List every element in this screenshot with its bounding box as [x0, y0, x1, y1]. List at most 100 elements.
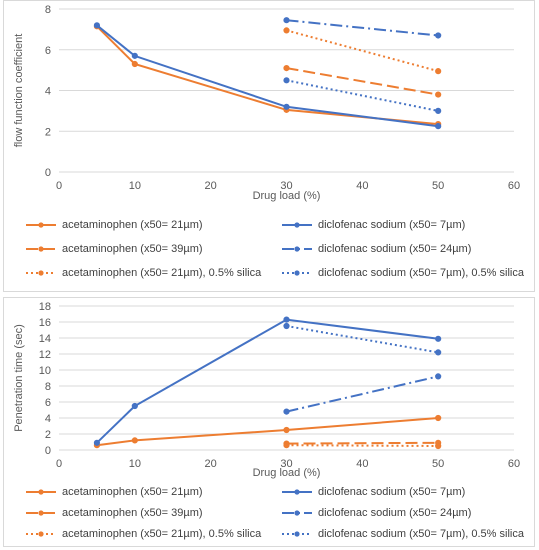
c0-data-point-3 [283, 17, 290, 24]
penetration-time-legend: acetaminophen (x50= 21µm) diclofenac sodi… [4, 481, 536, 547]
c0-x-tick-label: 40 [356, 180, 368, 192]
c0-data-point-4 [283, 27, 290, 34]
c0-legend-item: acetaminophen (x50= 21µm) [26, 219, 203, 231]
c0-legend-label: acetaminophen (x50= 21µm), 0.5% silica [62, 267, 262, 279]
c1-data-point-1 [131, 402, 138, 410]
c0-y-tick-label: 6 [45, 45, 51, 57]
c0-data-point-0 [131, 60, 138, 68]
c1-x-axis-label: Drug load (%) [253, 467, 321, 479]
c1-x-tick-label: 0 [56, 458, 62, 470]
c0-series-line-0 [96, 25, 439, 126]
c1-x-tick-label: 50 [432, 458, 444, 470]
c1-series-line-0 [96, 417, 439, 447]
c0-series-line-1 [96, 24, 439, 128]
c1-series-line-5 [286, 325, 439, 354]
c0-x-tick-label: 50 [432, 180, 444, 192]
c1-y-tick-label: 8 [45, 381, 51, 393]
c1-y-tick-label: 16 [39, 317, 51, 329]
c1-legend-label: acetaminophen (x50= 39µm) [62, 507, 203, 519]
c0-y-tick-label: 8 [45, 4, 51, 16]
c0-data-point-2 [283, 64, 290, 72]
c1-y-tick-label: 2 [45, 429, 51, 441]
c0-data-point-5 [283, 77, 290, 84]
c1-data-point-4 [435, 442, 442, 450]
c1-legend-label: acetaminophen (x50= 21µm), 0.5% silica [62, 528, 262, 540]
c0-x-tick-label: 20 [205, 180, 217, 192]
c1-legend-label: acetaminophen (x50= 21µm) [62, 486, 203, 498]
c1-series-line-1 [96, 318, 439, 444]
c0-data-point-4 [435, 68, 442, 75]
flow-function-chart: 0 2 4 6 8 0 10 20 30 40 50 60 Drug load (%) flow func… [13, 4, 520, 202]
c1-series-line-2 [286, 441, 439, 445]
c1-x-tick-label: 60 [508, 458, 520, 470]
c0-legend-label: acetaminophen (x50= 39µm) [62, 243, 203, 255]
c1-data-point-5 [435, 349, 442, 356]
c1-data-point-5 [283, 322, 290, 330]
c0-series-line-2 [286, 67, 439, 96]
c1-series-line-4 [286, 444, 439, 447]
c1-y-tick-label: 14 [39, 333, 51, 345]
c1-legend-label: diclofenac sodium (x50= 7µm) [318, 486, 466, 498]
c0-data-point-1 [283, 103, 290, 110]
c0-series-line-4 [286, 29, 439, 73]
c0-legend-swatch [282, 270, 312, 276]
c1-legend-swatch [282, 489, 312, 495]
c1-data-point-1 [283, 316, 290, 323]
c0-legend-label: diclofenac sodium (x50= 7µm), 0.5% silic… [318, 267, 524, 279]
c1-legend-swatch [282, 531, 312, 537]
c0-x-tick-label: 10 [129, 180, 141, 192]
c1-data-point-1 [435, 335, 442, 342]
c1-y-tick-label: 4 [45, 413, 51, 425]
c1-legend-swatch [26, 531, 56, 537]
c0-y-axis-label: flow function coefficient [13, 34, 25, 148]
c0-y-tick-label: 4 [45, 86, 51, 98]
c1-legend-label: diclofenac sodium (x50= 7µm), 0.5% silic… [318, 528, 524, 540]
c1-legend-swatch [26, 510, 56, 516]
c1-data-point-3 [283, 408, 290, 415]
flow-function-chart-panel: 0 2 4 6 8 0 10 20 30 40 50 60 Drug load (%) flow func… [3, 0, 535, 292]
c0-legend-swatch [282, 222, 312, 228]
c1-legend-item: acetaminophen (x50= 21µm), 0.5% silica [26, 528, 261, 540]
c1-legend-item: acetaminophen (x50= 21µm) [26, 486, 203, 498]
c1-data-point-0 [131, 437, 138, 444]
c1-x-tick-label: 10 [129, 458, 141, 470]
c1-data-point-0 [435, 414, 442, 422]
c1-data-point-4 [283, 442, 290, 449]
c0-data-point-1 [131, 52, 138, 59]
c1-legend-item: acetaminophen (x50= 39µm) [26, 507, 203, 519]
c1-x-tick-label: 40 [356, 458, 368, 470]
c0-legend-swatch [282, 246, 312, 252]
c0-data-point-3 [435, 32, 442, 39]
c0-legend-item: diclofenac sodium (x50= 24µm) [282, 243, 471, 255]
c0-x-tick-label: 0 [56, 180, 62, 192]
c1-legend-swatch [282, 510, 312, 516]
c1-legend-label: diclofenac sodium (x50= 24µm) [318, 507, 472, 519]
c0-y-tick-label: 0 [45, 167, 51, 179]
c0-legend-swatch [26, 222, 56, 228]
c0-series-line-5 [286, 79, 439, 112]
c1-data-point-3 [435, 373, 442, 380]
c1-data-point-1 [93, 439, 101, 446]
c1-y-tick-label: 10 [39, 365, 51, 377]
c0-y-tick-label: 2 [45, 126, 51, 138]
c0-data-point-1 [93, 22, 101, 29]
c1-y-axis-label: Penetration time (sec) [13, 324, 25, 432]
c1-y-tick-label: 6 [45, 397, 51, 409]
c1-y-tick-label: 12 [39, 349, 51, 361]
penetration-time-chart: 0 2 4 6 8 10 12 14 16 18 0 10 20 30 40 50 60 Drug load (%… [13, 301, 520, 479]
c1-y-tick-label: 18 [39, 301, 51, 313]
c0-data-point-1 [435, 123, 442, 130]
c0-x-tick-label: 30 [280, 180, 292, 192]
c1-legend-item: diclofenac sodium (x50= 24µm) [282, 507, 471, 519]
c0-legend-label: diclofenac sodium (x50= 24µm) [318, 243, 472, 255]
flow-function-legend: acetaminophen (x50= 21µm) diclofenac sodi… [4, 211, 536, 291]
c1-y-tick-label: 0 [45, 445, 51, 457]
c1-data-point-0 [283, 426, 290, 434]
c0-data-point-5 [435, 107, 442, 114]
c0-legend-swatch [26, 270, 56, 276]
c0-legend-item: acetaminophen (x50= 39µm) [26, 243, 203, 255]
c0-legend-label: diclofenac sodium (x50= 7µm) [318, 219, 466, 231]
c1-x-tick-label: 20 [205, 458, 217, 470]
c0-data-point-2 [435, 91, 442, 98]
c0-series-line-3 [286, 19, 439, 37]
